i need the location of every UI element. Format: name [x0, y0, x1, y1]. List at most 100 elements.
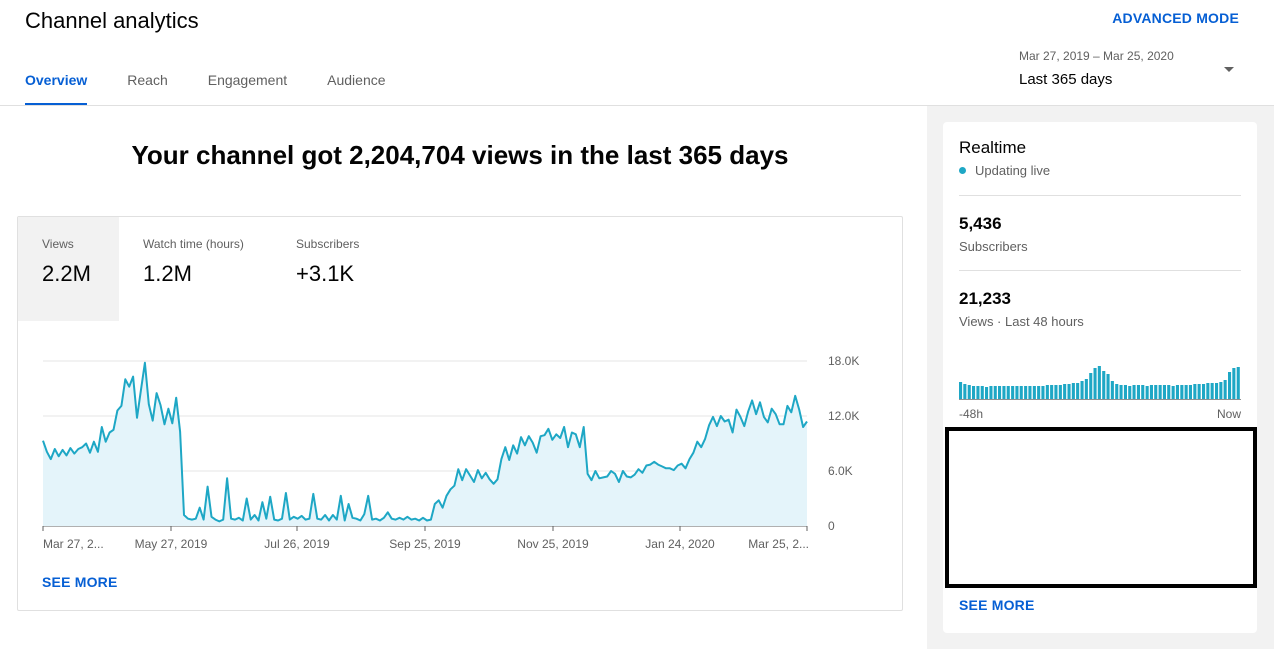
- realtime-bar: [1171, 386, 1175, 400]
- realtime-bar: [985, 387, 989, 400]
- realtime-bar: [1236, 367, 1240, 400]
- y-tick-label: 6.0K: [828, 464, 853, 478]
- realtime-bar: [1106, 374, 1110, 400]
- realtime-title: Realtime: [959, 138, 1027, 157]
- realtime-bar: [1123, 385, 1127, 400]
- realtime-bar: [1045, 385, 1049, 400]
- realtime-bar: [1037, 386, 1041, 400]
- x-tick-label: Mar 25, 2...: [748, 537, 809, 551]
- realtime-bar: [1050, 385, 1054, 400]
- realtime-bar: [1149, 385, 1153, 400]
- realtime-bar: [1228, 372, 1232, 400]
- views-count: 21,233: [959, 289, 1011, 308]
- realtime-card: Realtime Updating live 5,436 Subscribers…: [943, 122, 1257, 633]
- x-tick-label: May 27, 2019: [135, 537, 208, 551]
- divider: [959, 270, 1241, 271]
- metric-value: 2.2M: [42, 261, 91, 286]
- x-tick-label: Nov 25, 2019: [517, 537, 589, 551]
- realtime-bar: [1102, 371, 1106, 400]
- realtime-bar: [1206, 383, 1210, 400]
- realtime-bar: [976, 386, 980, 400]
- live-status: Updating live: [959, 163, 1050, 178]
- realtime-bar: [980, 386, 984, 400]
- realtime-bar: [1089, 373, 1093, 400]
- realtime-bar: [963, 384, 967, 400]
- realtime-bar: [959, 382, 963, 400]
- realtime-bar: [1041, 386, 1045, 400]
- realtime-bar: [1232, 368, 1236, 400]
- realtime-bar: [1132, 385, 1136, 400]
- realtime-bar: [1219, 382, 1223, 400]
- realtime-bar-chart: [959, 366, 1241, 400]
- realtime-bar: [1119, 385, 1123, 400]
- realtime-bar: [1002, 386, 1006, 400]
- axis-end-label: Now: [1216, 407, 1241, 421]
- metric-label: Views: [42, 237, 74, 251]
- realtime-bar: [1223, 380, 1227, 400]
- page-title: Channel analytics: [25, 8, 199, 33]
- realtime-bar: [1128, 386, 1132, 400]
- metrics-card: Views 2.2M Watch time (hours) 1.2M Subsc…: [17, 216, 903, 611]
- realtime-bar: [967, 385, 971, 400]
- x-tick-label: Mar 27, 2...: [43, 537, 104, 551]
- tab-audience[interactable]: Audience: [327, 72, 386, 88]
- date-range-picker[interactable]: Mar 27, 2019 – Mar 25, 2020 Last 365 day…: [1019, 49, 1244, 88]
- realtime-bar: [1184, 385, 1188, 400]
- realtime-bar: [1110, 381, 1114, 400]
- realtime-bar: [1175, 385, 1179, 400]
- x-tick-label: Jul 26, 2019: [264, 537, 330, 551]
- y-tick-label: 0: [828, 519, 835, 533]
- realtime-bar: [1006, 386, 1010, 400]
- right-panel: Realtime Updating live 5,436 Subscribers…: [927, 106, 1274, 649]
- views-area-fill: [43, 362, 807, 526]
- advanced-mode-link[interactable]: ADVANCED MODE: [1112, 10, 1239, 26]
- realtime-bar: [1215, 383, 1219, 400]
- realtime-bar: [1019, 386, 1023, 400]
- realtime-bar: [1093, 368, 1097, 400]
- tab-reach[interactable]: Reach: [127, 72, 168, 88]
- realtime-bar: [1097, 366, 1101, 400]
- realtime-bar: [1084, 379, 1088, 400]
- views-label: Views · Last 48 hours: [959, 314, 1084, 329]
- tab-engagement[interactable]: Engagement: [207, 72, 288, 88]
- header-divider: [0, 105, 1274, 106]
- views-series-line: [42, 361, 808, 523]
- realtime-bar: [1154, 385, 1158, 400]
- see-more-button[interactable]: SEE MORE: [42, 574, 118, 590]
- metric-value: 1.2M: [143, 261, 192, 286]
- realtime-bar: [1076, 383, 1080, 400]
- realtime-bar: [1180, 385, 1184, 400]
- realtime-bar: [1115, 384, 1119, 400]
- redacted-box: [945, 427, 1257, 588]
- realtime-bar: [1015, 386, 1019, 400]
- y-tick-label: 12.0K: [828, 409, 859, 423]
- metric-tab-views[interactable]: Views 2.2M: [18, 217, 119, 321]
- realtime-bar: [1202, 384, 1206, 400]
- metric-label: Subscribers: [296, 237, 360, 251]
- realtime-bar: [1145, 386, 1149, 400]
- metric-label: Watch time (hours): [143, 237, 244, 251]
- realtime-bar: [1067, 384, 1071, 400]
- realtime-see-more-button[interactable]: SEE MORE: [959, 597, 1035, 613]
- realtime-bar: [1080, 381, 1084, 400]
- realtime-bar: [1162, 385, 1166, 400]
- realtime-bar: [1197, 384, 1201, 400]
- realtime-bar: [1028, 386, 1032, 400]
- realtime-bar: [1058, 385, 1062, 400]
- views-chart-svg: 0 6.0K 12.0K 18.0K Mar 27, 2... May 27, 2019 J…: [42, 354, 859, 551]
- metric-tab-watch-time[interactable]: Watch time (hours) 1.2M: [119, 217, 272, 321]
- date-range-text: Mar 27, 2019 – Mar 25, 2020: [1019, 49, 1174, 63]
- tab-overview[interactable]: Overview: [25, 72, 88, 106]
- metric-tab-subscribers[interactable]: Subscribers +3.1K: [272, 217, 373, 321]
- y-tick-label: 18.0K: [828, 354, 859, 368]
- realtime-bar: [1011, 386, 1015, 400]
- date-range-label: Last 365 days: [1019, 71, 1113, 88]
- dropdown-caret-icon[interactable]: [1224, 67, 1234, 72]
- realtime-bar: [1136, 385, 1140, 400]
- realtime-bar: [1024, 386, 1028, 400]
- realtime-bar: [1054, 385, 1058, 400]
- x-tick-label: Jan 24, 2020: [645, 537, 715, 551]
- metric-tabs: Views 2.2M Watch time (hours) 1.2M Subsc…: [18, 217, 902, 321]
- subscribers-label: Subscribers: [959, 239, 1028, 254]
- realtime-bar: [1188, 385, 1192, 400]
